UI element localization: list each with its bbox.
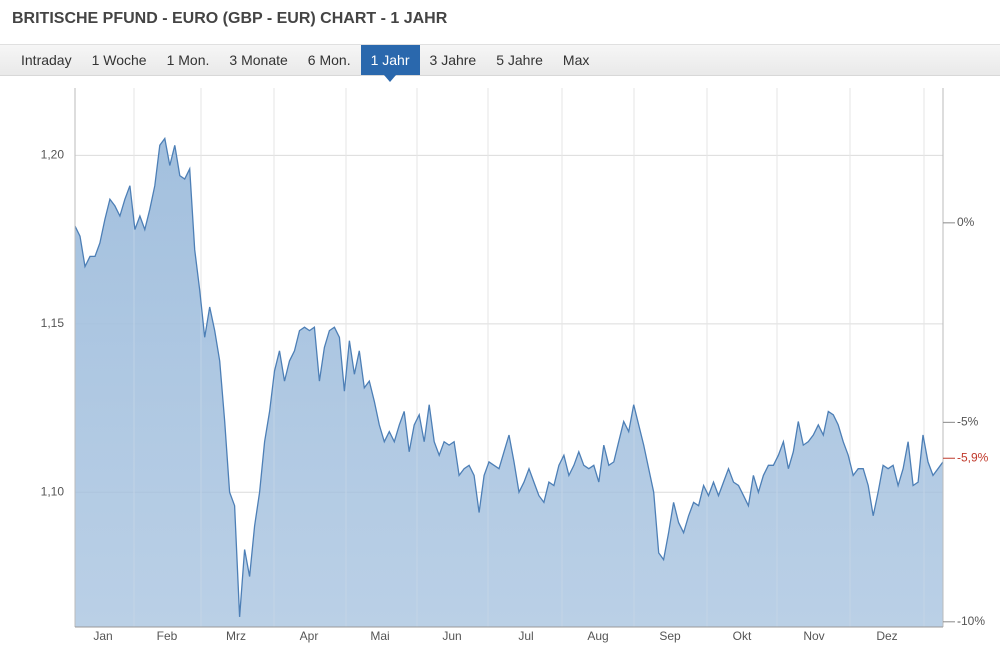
x-tick-label: Jul: [518, 629, 533, 643]
x-tick-label: Jan: [93, 629, 112, 643]
last-change-label: -5,9%: [957, 450, 989, 464]
tab-bar: Intraday 1 Woche 1 Mon. 3 Monate 6 Mon. 1 Jah…: [0, 44, 1000, 82]
range-tab[interactable]: 6 Mon.: [307, 52, 351, 68]
range-tab[interactable]: 3 Monate: [229, 52, 288, 68]
x-tick-label: Aug: [587, 629, 608, 643]
range-tab[interactable]: Intraday: [21, 52, 72, 68]
area-fill: [75, 138, 943, 627]
y2-tick-label: 0%: [957, 215, 975, 229]
y2-tick-label: -10%: [957, 614, 985, 628]
x-tick-label: Mai: [370, 629, 389, 643]
x-tick-label: Mrz: [226, 629, 246, 643]
chart-title: BRITISCHE PFUND - EURO (GBP - EUR) CHART…: [12, 10, 448, 27]
range-tab[interactable]: 1 Mon.: [166, 52, 210, 68]
y-tick-label: 1,20: [41, 148, 65, 162]
x-tick-label: Sep: [659, 629, 681, 643]
range-tab[interactable]: Max: [562, 52, 590, 68]
range-tab[interactable]: 1 Jahr: [360, 45, 420, 82]
x-tick-label: Okt: [733, 629, 752, 643]
range-tab[interactable]: 3 Jahre: [429, 52, 477, 68]
range-tab[interactable]: 1 Woche: [91, 52, 147, 68]
x-tick-label: Nov: [803, 629, 824, 643]
x-tick-label: Jun: [442, 629, 461, 643]
price-line: [74, 136, 944, 617]
x-tick-label: Dez: [876, 629, 897, 643]
range-tab[interactable]: 5 Jahre: [496, 52, 543, 68]
x-tick-label: Feb: [157, 629, 178, 643]
y2-tick-label: -5%: [957, 415, 979, 429]
x-tick-label: Apr: [300, 629, 319, 643]
y-tick-label: 1,15: [41, 316, 65, 330]
y-tick-label: 1,10: [41, 484, 65, 498]
